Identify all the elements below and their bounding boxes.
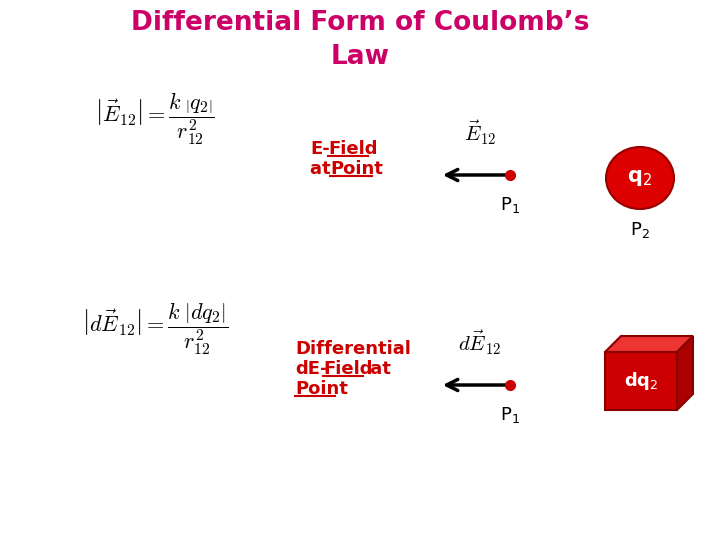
Text: $\vec{E}_{12}$: $\vec{E}_{12}$ [464, 119, 496, 147]
Polygon shape [677, 336, 693, 410]
Polygon shape [605, 336, 693, 352]
Text: dq$_2$: dq$_2$ [624, 370, 658, 392]
Text: at: at [364, 360, 391, 378]
Text: Field: Field [328, 140, 377, 158]
Text: $\left|d\vec{E}_{12}\right| = \dfrac{k\;\left|dq_2\right|}{r_{12}^2}$: $\left|d\vec{E}_{12}\right| = \dfrac{k\;… [82, 300, 228, 356]
Text: dE-: dE- [295, 360, 328, 378]
Text: Point: Point [295, 380, 348, 398]
Text: $d\vec{E}_{12}$: $d\vec{E}_{12}$ [459, 329, 502, 357]
Text: q$_2$: q$_2$ [628, 168, 652, 188]
Text: Point: Point [330, 160, 383, 178]
Text: P$_2$: P$_2$ [630, 220, 650, 240]
Ellipse shape [606, 147, 674, 209]
Text: Field: Field [323, 360, 372, 378]
Text: P$_1$: P$_1$ [500, 195, 520, 215]
Text: at: at [310, 160, 337, 178]
Text: P$_1$: P$_1$ [500, 405, 520, 425]
Text: Law: Law [330, 44, 390, 70]
FancyBboxPatch shape [605, 352, 677, 410]
Text: Differential: Differential [295, 340, 411, 358]
Text: Differential Form of Coulomb’s: Differential Form of Coulomb’s [131, 10, 589, 36]
Text: $\left|\vec{E}_{12}\right| = \dfrac{k\;\left|q_2\right|}{r_{12}^2}$: $\left|\vec{E}_{12}\right| = \dfrac{k\;\… [95, 90, 215, 147]
Text: E-: E- [310, 140, 330, 158]
